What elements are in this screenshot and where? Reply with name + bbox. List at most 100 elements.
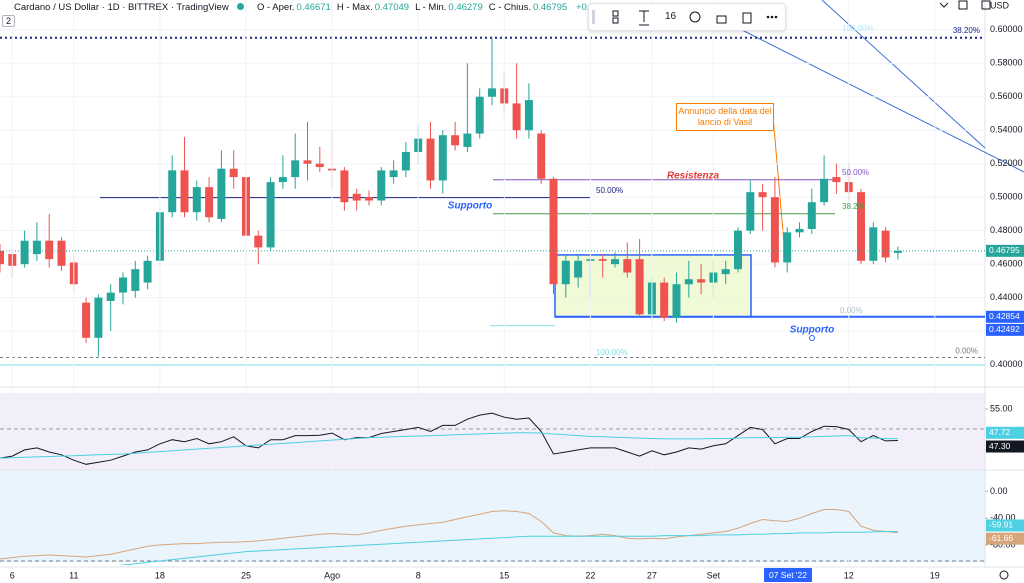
crosshair-label: 07 Set '22	[769, 570, 807, 580]
candle-body	[598, 259, 607, 261]
candle-body	[451, 135, 460, 146]
candle-body	[820, 178, 829, 203]
price-tag	[986, 310, 1024, 323]
y-tick-label: 0.52000	[990, 158, 1023, 168]
candle-body	[254, 235, 263, 248]
x-tick-label: 25	[241, 570, 251, 580]
anchor-dot	[809, 335, 815, 341]
price-tag-label: 0.42854	[989, 311, 1020, 321]
candle-body	[57, 240, 66, 266]
candle-body	[94, 297, 103, 338]
ohlc-key: H - Max.	[336, 2, 373, 13]
callout: Annuncio della data del lancio di Vasil	[676, 103, 774, 131]
candle-body	[377, 170, 386, 201]
icon[interactable]	[639, 10, 649, 26]
candle-body	[623, 259, 632, 273]
level-label: 0.00%	[840, 306, 863, 315]
level-label: 50.00%	[596, 186, 623, 195]
ohlc: O - Aper. 0.46671 H - Max. 0.47049 L - Min. 0…	[257, 2, 573, 13]
x-tick-label: 19	[930, 570, 940, 580]
candle-body	[217, 168, 226, 219]
x-tick-label: 11	[69, 570, 78, 580]
price-tag-label: 0.42492	[989, 324, 1020, 334]
x-tick-label: 6	[10, 570, 15, 580]
candle-body	[438, 135, 447, 181]
candle-body	[697, 279, 706, 283]
level-label: 50.00%	[842, 168, 869, 177]
rsi-pane	[0, 393, 985, 470]
candle-body	[475, 96, 484, 134]
ohlc-value: 0.47049	[374, 2, 410, 13]
ohlc-key: C - Chius.	[488, 2, 531, 13]
x-tick-label: 15	[499, 570, 509, 580]
font-size[interactable]: 16	[665, 11, 677, 22]
trend-line	[821, 0, 986, 149]
level-label: 38.2%	[842, 202, 865, 211]
candle-body	[205, 187, 214, 218]
trend-line	[737, 27, 1024, 173]
icon[interactable]	[742, 12, 752, 24]
candle-body	[537, 133, 546, 179]
value-tag	[986, 440, 1024, 453]
price-tag-label: 0.46795	[989, 245, 1020, 255]
price-tag	[986, 244, 1024, 257]
x-tick-label: 22	[585, 570, 595, 580]
candle-body	[0, 250, 4, 265]
ohlc-value: 0.46279	[448, 2, 483, 13]
candle-body	[807, 202, 816, 229]
candle-body	[857, 192, 865, 261]
settings-icon[interactable]	[999, 570, 1009, 580]
y-tick-label: 0.40000	[990, 359, 1023, 369]
candle-body	[561, 260, 570, 285]
y-tick-label: 55.00	[990, 403, 1013, 413]
indicator-line	[0, 509, 898, 560]
candle-body	[32, 240, 41, 255]
candle-body	[574, 260, 583, 278]
header: Cardano / US Dollar · 1D · BITTREX · Tra…	[14, 2, 622, 13]
y-tick-label: 0.00	[990, 486, 1008, 496]
icon[interactable]	[716, 15, 727, 24]
candle-body	[192, 187, 201, 213]
candle-body	[291, 160, 300, 178]
candle-body	[131, 269, 140, 291]
crosshair-tag	[764, 568, 812, 582]
value-tag-label: -59.91	[989, 520, 1013, 530]
value-tag	[986, 532, 1024, 545]
candle-body	[488, 88, 496, 97]
candle-body	[770, 197, 779, 263]
annotation: Resistenza	[667, 171, 720, 182]
candle-body	[143, 260, 152, 283]
indicator-pane	[0, 412, 898, 465]
status-dot	[237, 3, 245, 10]
icon[interactable]	[612, 10, 619, 17]
candle-body	[119, 277, 127, 293]
candle-body	[463, 133, 472, 147]
icon[interactable]	[689, 11, 701, 23]
x-tick-label: 8	[416, 570, 421, 580]
candle-body	[278, 177, 287, 183]
right-icons[interactable]	[939, 0, 991, 10]
candle-body	[758, 192, 767, 198]
candle-body	[45, 240, 54, 260]
candle-body	[106, 292, 115, 301]
y-tick-label: 0.48000	[990, 225, 1023, 235]
candle-body	[635, 259, 644, 315]
badge[interactable]: 2	[2, 15, 16, 27]
candle-body	[524, 100, 533, 131]
value-tag-label: -61.66	[989, 533, 1013, 543]
callout-connector	[772, 115, 786, 256]
candle-body	[340, 170, 349, 203]
candle-body	[229, 168, 238, 178]
candle-body	[180, 170, 189, 213]
y-tick-label: 0.44000	[990, 292, 1023, 302]
symbol-title: Cardano / US Dollar · 1D · BITTREX · Tra…	[14, 2, 229, 13]
candle-body	[672, 284, 681, 318]
candle-body	[869, 227, 878, 261]
candle-body	[20, 240, 29, 265]
level-label: 100.00%	[596, 348, 628, 357]
candle-body	[783, 232, 792, 263]
x-tick-label: 12	[844, 570, 854, 580]
candle-body	[352, 193, 361, 201]
